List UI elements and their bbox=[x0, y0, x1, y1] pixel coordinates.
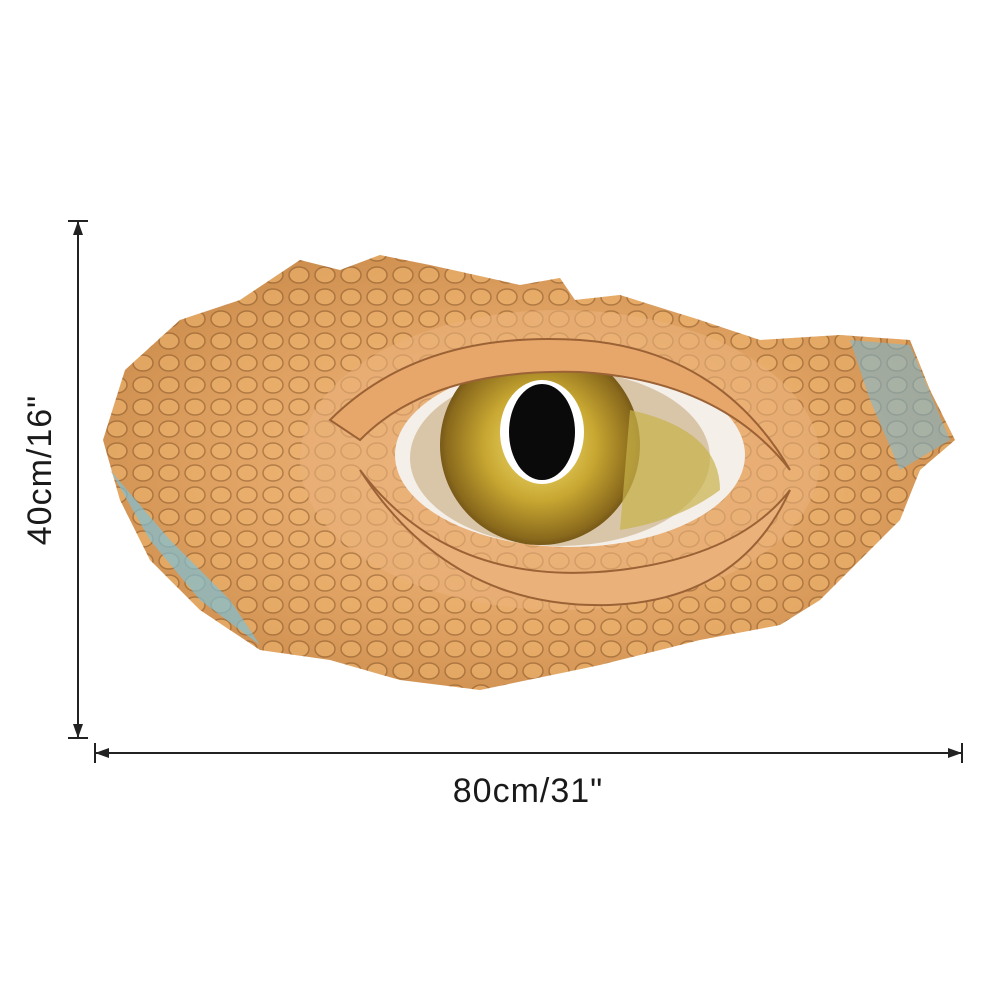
width-label: 80cm/31" bbox=[453, 772, 603, 810]
height-dimension: 40cm/16" bbox=[21, 220, 88, 739]
eye-illustration bbox=[103, 255, 955, 690]
width-dimension: 80cm/31" bbox=[94, 743, 963, 810]
height-label: 40cm/16" bbox=[21, 395, 59, 545]
